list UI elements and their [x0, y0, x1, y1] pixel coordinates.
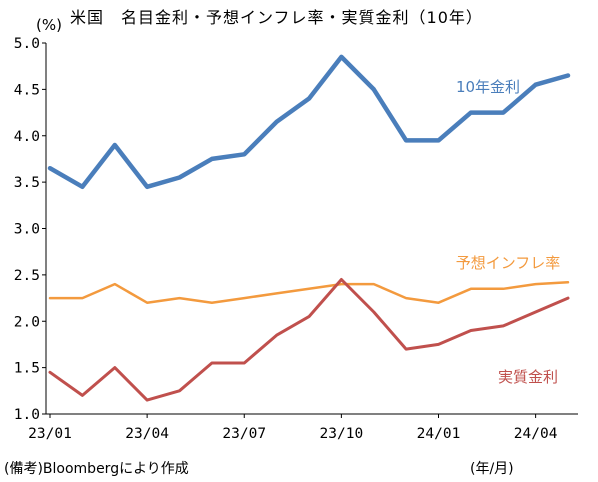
x-tick-label: 23/01	[28, 426, 72, 442]
y-tick-label: 1.5	[14, 361, 40, 377]
axes: 1.0 1.5 2.0 2.5 3.0 3.5 4.0 4.5 5.0 23/01 23/04 23/…	[14, 36, 578, 442]
y-tick-label: 2.0	[14, 314, 40, 330]
y-axis-unit: (%)	[36, 16, 62, 34]
series-label: 10年金利	[456, 78, 520, 96]
x-tick-label: 23/04	[125, 426, 169, 442]
y-tick-label: 3.5	[14, 175, 40, 191]
series-line-0	[47, 54, 571, 190]
y-tick-label: 5.0	[14, 36, 40, 52]
x-axis-unit: (年/月)	[470, 461, 514, 477]
y-tick-label: 4.0	[14, 129, 40, 145]
series-label: 実質金利	[498, 368, 558, 386]
y-tick-label: 2.5	[14, 268, 40, 284]
series-label: 予想インフレ率	[456, 254, 561, 272]
series-line-1	[48, 281, 570, 304]
series-lines	[47, 54, 571, 402]
y-tick-label: 4.5	[14, 82, 40, 98]
series-line-2	[48, 278, 570, 402]
chart-title: 米国 名目金利・予想インフレ率・実質金利（10年）	[70, 8, 483, 27]
x-tick-label: 24/04	[514, 426, 558, 442]
x-tick-label: 23/10	[320, 426, 364, 442]
y-tick-label: 3.0	[14, 222, 40, 238]
x-tick-label: 24/01	[417, 426, 461, 442]
x-tick-label: 23/07	[222, 426, 266, 442]
source-note: (備考)Bloombergにより作成	[4, 461, 189, 477]
y-tick-label: 1.0	[14, 407, 40, 423]
